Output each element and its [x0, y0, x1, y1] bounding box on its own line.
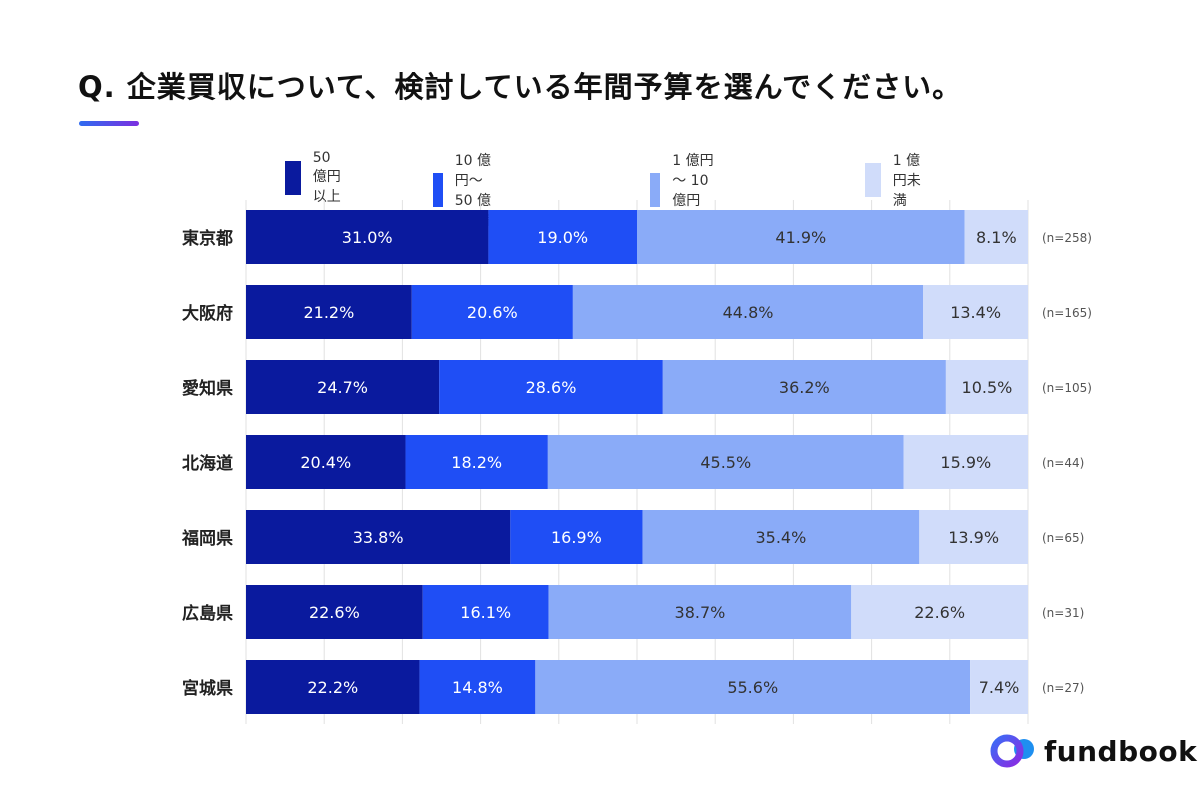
- bar-segment: [246, 360, 440, 414]
- brand-logo: fundbook: [990, 733, 1197, 769]
- bar-segment: [439, 360, 663, 414]
- category-label: 北海道: [182, 453, 233, 474]
- data-label: 7.4%: [979, 678, 1020, 697]
- category-label: 大阪府: [182, 303, 233, 324]
- data-label: 8.1%: [976, 228, 1017, 247]
- sample-size-label: (n=165): [1042, 306, 1092, 320]
- bar-segment: [548, 585, 852, 639]
- bar-segment: [246, 585, 423, 639]
- data-label: 33.8%: [353, 528, 404, 547]
- data-label: 14.8%: [452, 678, 503, 697]
- bar-segment: [945, 360, 1028, 414]
- data-label: 18.2%: [451, 453, 502, 472]
- data-label: 13.4%: [950, 303, 1001, 322]
- data-label: 22.6%: [309, 603, 360, 622]
- bar-segment: [970, 660, 1028, 714]
- bar-segment: [419, 660, 536, 714]
- data-label: 35.4%: [755, 528, 806, 547]
- category-label: 福岡県: [181, 528, 233, 549]
- bar-segment: [964, 210, 1028, 264]
- legend-swatch: [650, 173, 661, 207]
- bar-segment: [662, 360, 946, 414]
- legend-item: 1 億円未満: [865, 150, 925, 210]
- data-label: 31.0%: [342, 228, 393, 247]
- sample-size-label: (n=65): [1042, 531, 1084, 545]
- sample-size-label: (n=105): [1042, 381, 1092, 395]
- bar-segment: [572, 285, 924, 339]
- bar-segment: [488, 210, 637, 264]
- data-label: 44.8%: [723, 303, 774, 322]
- data-label: 20.6%: [467, 303, 518, 322]
- bar-segment: [246, 510, 511, 564]
- data-label: 36.2%: [779, 378, 830, 397]
- data-label: 10.5%: [962, 378, 1013, 397]
- legend-label: 50 億円以上: [312, 150, 341, 205]
- data-label: 22.6%: [914, 603, 965, 622]
- data-label: 20.4%: [300, 453, 351, 472]
- bar-segment: [246, 435, 406, 489]
- legend-swatch: [865, 163, 881, 197]
- bar-segment: [919, 510, 1028, 564]
- bar-segment: [547, 435, 904, 489]
- bar-segment: [923, 285, 1028, 339]
- data-label: 45.5%: [700, 453, 751, 472]
- data-label: 22.2%: [307, 678, 358, 697]
- category-label: 愛知県: [182, 378, 233, 399]
- chart-title: Q. 企業買収について、検討している年間予算を選んでください。: [78, 70, 963, 104]
- sample-size-label: (n=258): [1042, 231, 1092, 245]
- sample-size-label: (n=31): [1042, 606, 1084, 620]
- bar-segment: [405, 435, 548, 489]
- bar-segment: [851, 585, 1028, 639]
- sample-size-label: (n=27): [1042, 681, 1084, 695]
- data-label: 16.9%: [551, 528, 602, 547]
- bar-segment: [903, 435, 1028, 489]
- data-label: 38.7%: [675, 603, 726, 622]
- data-label: 13.9%: [948, 528, 999, 547]
- legend-label: 1 億円未満: [892, 153, 921, 209]
- title-accent-line: [79, 121, 139, 126]
- data-label: 15.9%: [940, 453, 991, 472]
- bar-segment: [642, 510, 920, 564]
- sample-size-label: (n=44): [1042, 456, 1084, 470]
- data-label: 24.7%: [317, 378, 368, 397]
- bar-segment: [422, 585, 549, 639]
- data-label: 28.6%: [526, 378, 577, 397]
- legend-swatch: [285, 161, 301, 195]
- bar-segment: [411, 285, 573, 339]
- legend-swatch: [433, 173, 443, 207]
- brand-name: fundbook: [1044, 734, 1198, 768]
- bar-segment: [637, 210, 965, 264]
- category-label: 東京都: [182, 228, 233, 249]
- bar-segment: [246, 285, 412, 339]
- category-label: 宮城県: [182, 678, 233, 699]
- bar-segment: [246, 210, 489, 264]
- data-label: 55.6%: [727, 678, 778, 697]
- bar-segment: [510, 510, 643, 564]
- data-label: 41.9%: [775, 228, 826, 247]
- bar-segment: [535, 660, 971, 714]
- data-label: 16.1%: [460, 603, 511, 622]
- bar-segment: [246, 660, 420, 714]
- category-label: 広島県: [182, 603, 233, 624]
- legend-item: 50 億円以上: [285, 150, 349, 206]
- fundbook-logo-icon: [990, 734, 1034, 768]
- data-label: 19.0%: [537, 228, 588, 247]
- data-label: 21.2%: [303, 303, 354, 322]
